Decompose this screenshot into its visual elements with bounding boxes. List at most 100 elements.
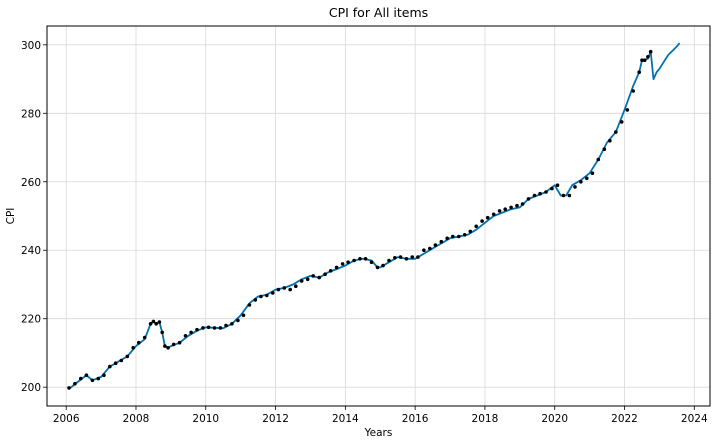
data-point xyxy=(218,326,223,330)
chart-title: CPI for All items xyxy=(329,5,428,20)
data-point xyxy=(538,191,542,196)
x-tick-label: 2018 xyxy=(472,413,499,425)
data-point xyxy=(445,236,450,241)
data-points-layer xyxy=(67,49,653,390)
data-point xyxy=(294,284,298,289)
data-point xyxy=(137,340,141,345)
data-point xyxy=(352,258,356,263)
data-point xyxy=(311,274,316,278)
data-point xyxy=(646,55,650,59)
y-tick-label: 240 xyxy=(21,245,41,257)
x-tick-label: 2020 xyxy=(541,413,568,425)
data-point xyxy=(259,294,263,299)
data-point xyxy=(358,257,362,261)
data-point xyxy=(422,248,426,252)
data-point xyxy=(520,202,525,206)
data-point xyxy=(433,243,438,247)
x-tick-label: 2024 xyxy=(681,413,708,425)
data-point xyxy=(265,293,269,298)
data-point xyxy=(410,255,415,259)
data-point xyxy=(625,108,630,112)
data-point xyxy=(212,326,217,330)
data-point xyxy=(381,263,385,268)
data-point xyxy=(590,171,595,175)
data-point xyxy=(113,361,118,366)
x-tick-label: 2014 xyxy=(332,413,359,425)
data-point xyxy=(451,234,455,239)
data-point xyxy=(247,303,252,307)
data-point xyxy=(157,320,162,324)
data-point xyxy=(579,180,583,184)
x-tick-label: 2012 xyxy=(262,413,289,425)
y-tick-label: 200 xyxy=(21,382,41,394)
cpi-series-line xyxy=(68,42,681,390)
plot-area-frame xyxy=(46,25,711,407)
data-point xyxy=(317,275,322,280)
data-point xyxy=(206,325,211,330)
data-point xyxy=(631,89,635,93)
data-point xyxy=(177,340,182,345)
data-point xyxy=(439,239,444,244)
data-point xyxy=(334,265,339,270)
data-point xyxy=(102,373,106,378)
data-point xyxy=(532,193,537,198)
data-point xyxy=(596,157,601,162)
data-point xyxy=(363,257,368,261)
data-point xyxy=(526,197,531,201)
data-point xyxy=(398,255,403,259)
data-point xyxy=(282,286,287,290)
data-point xyxy=(614,130,618,134)
data-point xyxy=(160,330,164,335)
data-point xyxy=(497,209,502,213)
data-point xyxy=(462,233,467,237)
data-point xyxy=(602,147,607,151)
data-point xyxy=(619,120,624,124)
data-point xyxy=(509,205,513,210)
y-tick-label: 220 xyxy=(21,314,41,326)
data-point xyxy=(550,186,554,191)
data-point xyxy=(189,330,193,335)
data-point xyxy=(195,327,199,332)
data-point xyxy=(151,319,156,324)
data-point xyxy=(637,70,641,74)
data-point xyxy=(90,378,95,383)
data-point xyxy=(328,269,333,273)
data-point xyxy=(67,386,71,390)
x-axis: 2006 2008 2010 2012 2014 2016 2018 2020 2022 2024 xyxy=(53,406,708,425)
data-point xyxy=(369,260,374,265)
data-point xyxy=(119,358,124,363)
data-point xyxy=(305,277,310,282)
data-point xyxy=(241,313,246,318)
data-point xyxy=(474,224,479,229)
data-point xyxy=(648,49,653,54)
data-point xyxy=(201,326,205,330)
data-point xyxy=(640,58,644,62)
data-point xyxy=(416,255,420,259)
data-point xyxy=(171,342,176,347)
data-point xyxy=(108,364,112,369)
data-point xyxy=(148,322,153,326)
y-tick-label: 300 xyxy=(21,40,41,52)
data-point xyxy=(142,335,147,340)
data-point xyxy=(288,287,293,292)
data-point xyxy=(183,334,188,338)
data-point xyxy=(642,58,647,62)
data-point xyxy=(131,346,135,350)
data-point xyxy=(73,381,77,386)
series-layer xyxy=(68,42,681,390)
data-point xyxy=(125,354,130,359)
data-point xyxy=(468,229,473,234)
y-axis-label: CPI xyxy=(5,208,17,225)
data-point xyxy=(485,215,490,220)
data-point xyxy=(276,287,281,292)
y-axis: 200 220 240 260 280 300 xyxy=(21,40,47,394)
data-point xyxy=(340,262,345,266)
data-point xyxy=(236,318,240,323)
data-point xyxy=(375,265,380,270)
x-axis-label: Years xyxy=(364,427,393,439)
data-point xyxy=(544,190,548,194)
x-tick-label: 2016 xyxy=(402,413,429,425)
data-point xyxy=(608,138,612,143)
data-point xyxy=(491,212,496,217)
